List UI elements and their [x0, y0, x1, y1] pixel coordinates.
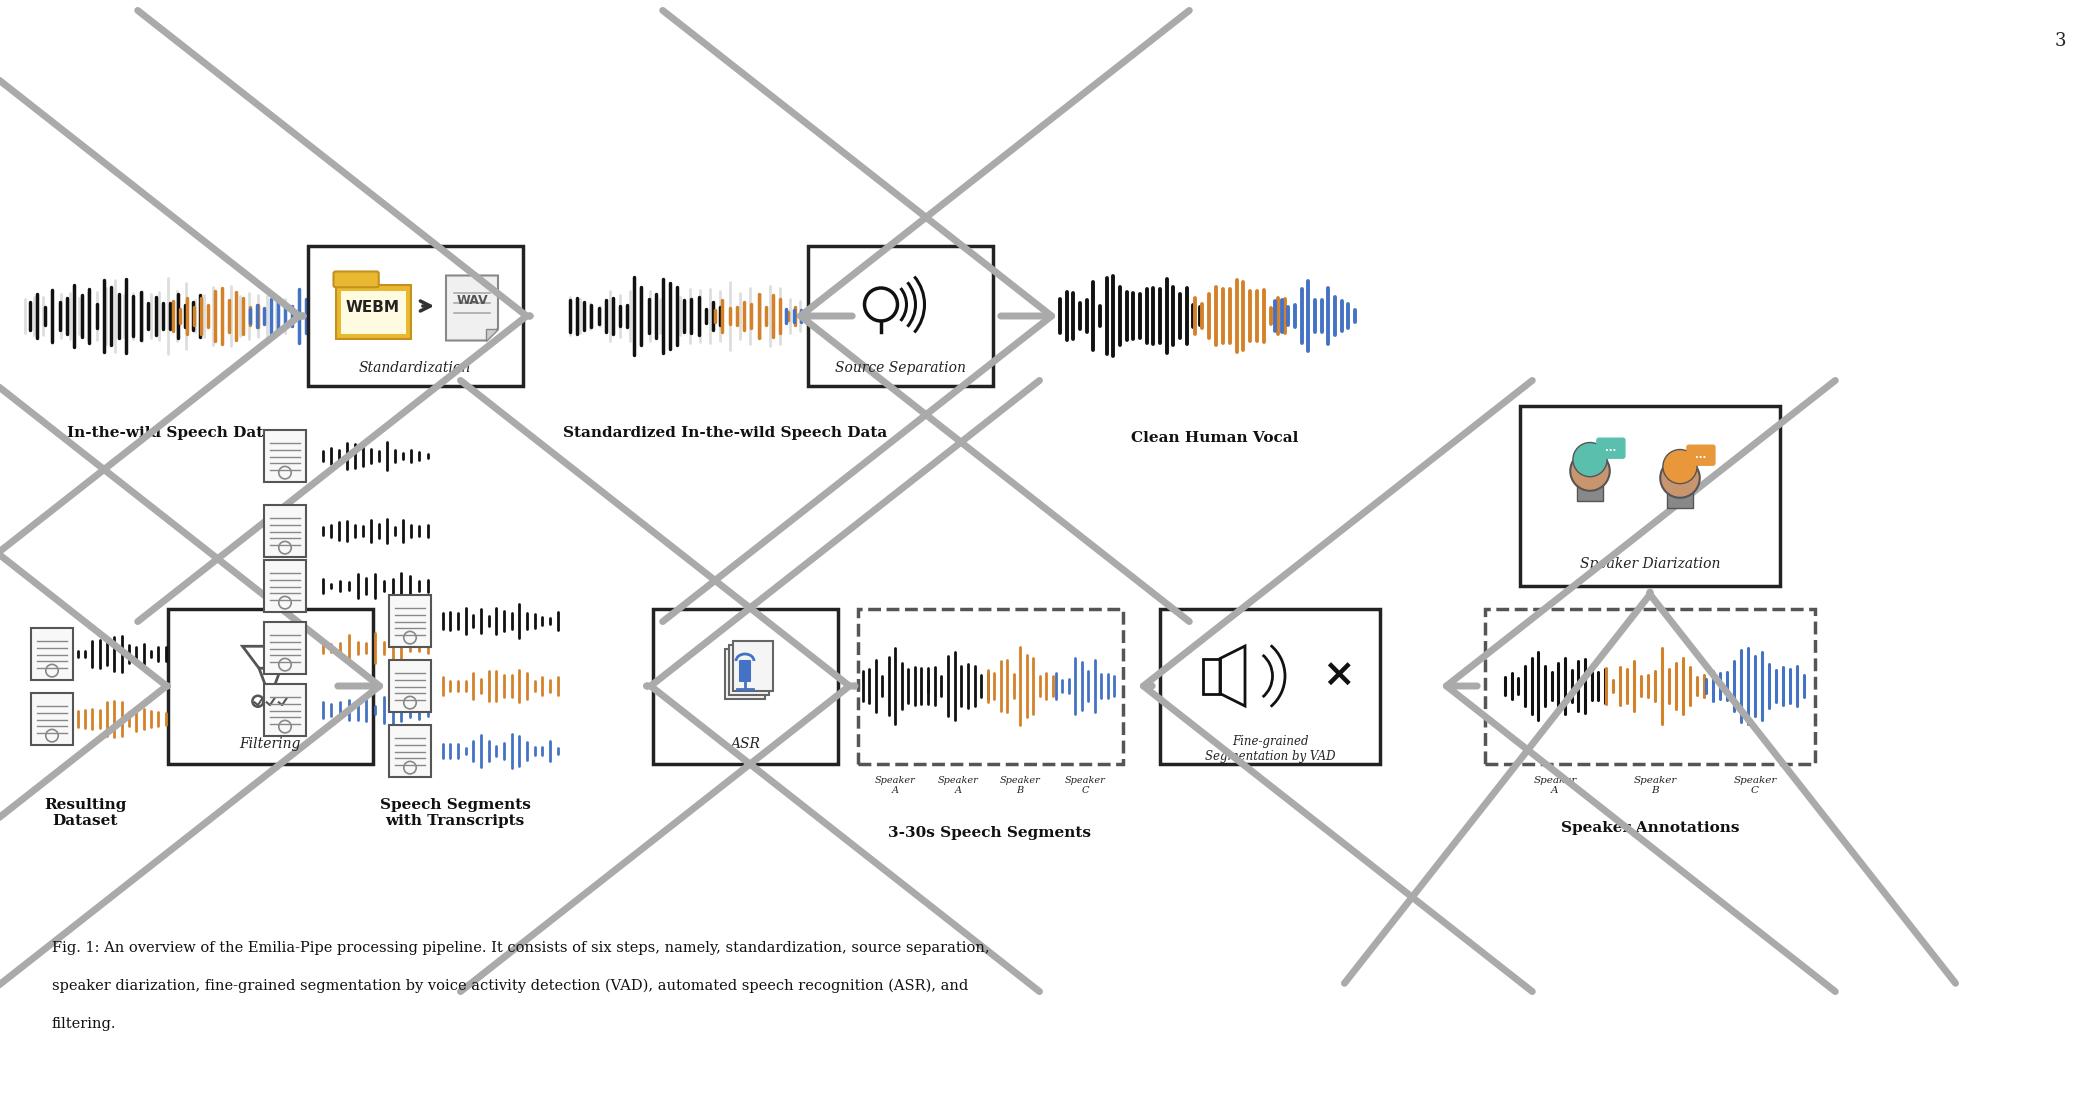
- Text: Speaker
C: Speaker C: [1065, 776, 1105, 796]
- FancyBboxPatch shape: [1596, 439, 1625, 459]
- Polygon shape: [446, 276, 498, 340]
- Bar: [264, 430, 305, 482]
- Text: Speaker Diarization: Speaker Diarization: [1579, 557, 1720, 571]
- Text: Speaker
A: Speaker A: [1533, 776, 1577, 796]
- Bar: [858, 608, 1123, 763]
- Bar: [1203, 658, 1220, 693]
- Text: Source Separation: Source Separation: [835, 360, 964, 375]
- Bar: [1521, 406, 1780, 586]
- Circle shape: [1573, 443, 1607, 477]
- Text: Speaker
B: Speaker B: [1634, 776, 1676, 796]
- Bar: [728, 645, 770, 695]
- Text: Fig. 1: An overview of the Emilia-Pipe processing pipeline. It consists of six s: Fig. 1: An overview of the Emilia-Pipe p…: [52, 941, 990, 955]
- Text: Fine-grained
Segmentation by VAD: Fine-grained Segmentation by VAD: [1205, 735, 1335, 763]
- Text: speaker diarization, fine-grained segmentation by voice activity detection (VAD): speaker diarization, fine-grained segmen…: [52, 979, 969, 993]
- Text: ×: ×: [1322, 657, 1354, 695]
- Text: Standardized In-the-wild Speech Data: Standardized In-the-wild Speech Data: [563, 426, 887, 440]
- FancyBboxPatch shape: [1686, 445, 1715, 465]
- Bar: [1485, 608, 1816, 763]
- Text: Speaker
C: Speaker C: [1734, 776, 1776, 796]
- Text: Clean Human Vocal: Clean Human Vocal: [1132, 431, 1299, 445]
- Text: Speaker
A: Speaker A: [937, 776, 979, 796]
- Bar: [1577, 482, 1602, 501]
- Circle shape: [1571, 451, 1609, 491]
- Bar: [167, 608, 372, 763]
- Text: ...: ...: [1695, 450, 1707, 460]
- Bar: [264, 622, 305, 674]
- Bar: [653, 608, 837, 763]
- Text: ASR: ASR: [730, 737, 759, 751]
- Text: 3-30s Speech Segments: 3-30s Speech Segments: [889, 826, 1092, 840]
- Polygon shape: [485, 328, 498, 340]
- Bar: [335, 286, 410, 338]
- Bar: [31, 693, 73, 745]
- Text: filtering.: filtering.: [52, 1017, 117, 1031]
- Bar: [389, 725, 431, 777]
- Text: In-the-wild Speech Data: In-the-wild Speech Data: [67, 426, 274, 440]
- Bar: [1159, 608, 1381, 763]
- Circle shape: [1663, 450, 1697, 483]
- Bar: [732, 641, 774, 691]
- Text: WEBM: WEBM: [345, 300, 400, 316]
- Bar: [808, 246, 992, 386]
- Text: Speaker Annotations: Speaker Annotations: [1561, 821, 1738, 835]
- Circle shape: [1661, 459, 1701, 498]
- Text: Resulting
Dataset: Resulting Dataset: [44, 798, 126, 828]
- Text: 3: 3: [2054, 32, 2065, 50]
- Bar: [1667, 490, 1692, 509]
- Bar: [726, 650, 766, 699]
- FancyBboxPatch shape: [333, 271, 379, 287]
- Bar: [741, 661, 751, 681]
- Text: Speech Segments
with Transcripts: Speech Segments with Transcripts: [379, 798, 531, 828]
- Bar: [341, 291, 406, 334]
- Bar: [264, 684, 305, 735]
- Bar: [31, 628, 73, 680]
- Text: WAV: WAV: [456, 294, 487, 307]
- Bar: [264, 560, 305, 612]
- Text: ...: ...: [1605, 443, 1617, 453]
- Text: Speaker
B: Speaker B: [1000, 776, 1040, 796]
- Bar: [389, 660, 431, 712]
- Bar: [389, 595, 431, 647]
- Text: Standardization: Standardization: [360, 360, 471, 375]
- Bar: [308, 246, 523, 386]
- Text: Filtering: Filtering: [238, 737, 301, 751]
- Bar: [264, 506, 305, 557]
- Text: Speaker
A: Speaker A: [874, 776, 916, 796]
